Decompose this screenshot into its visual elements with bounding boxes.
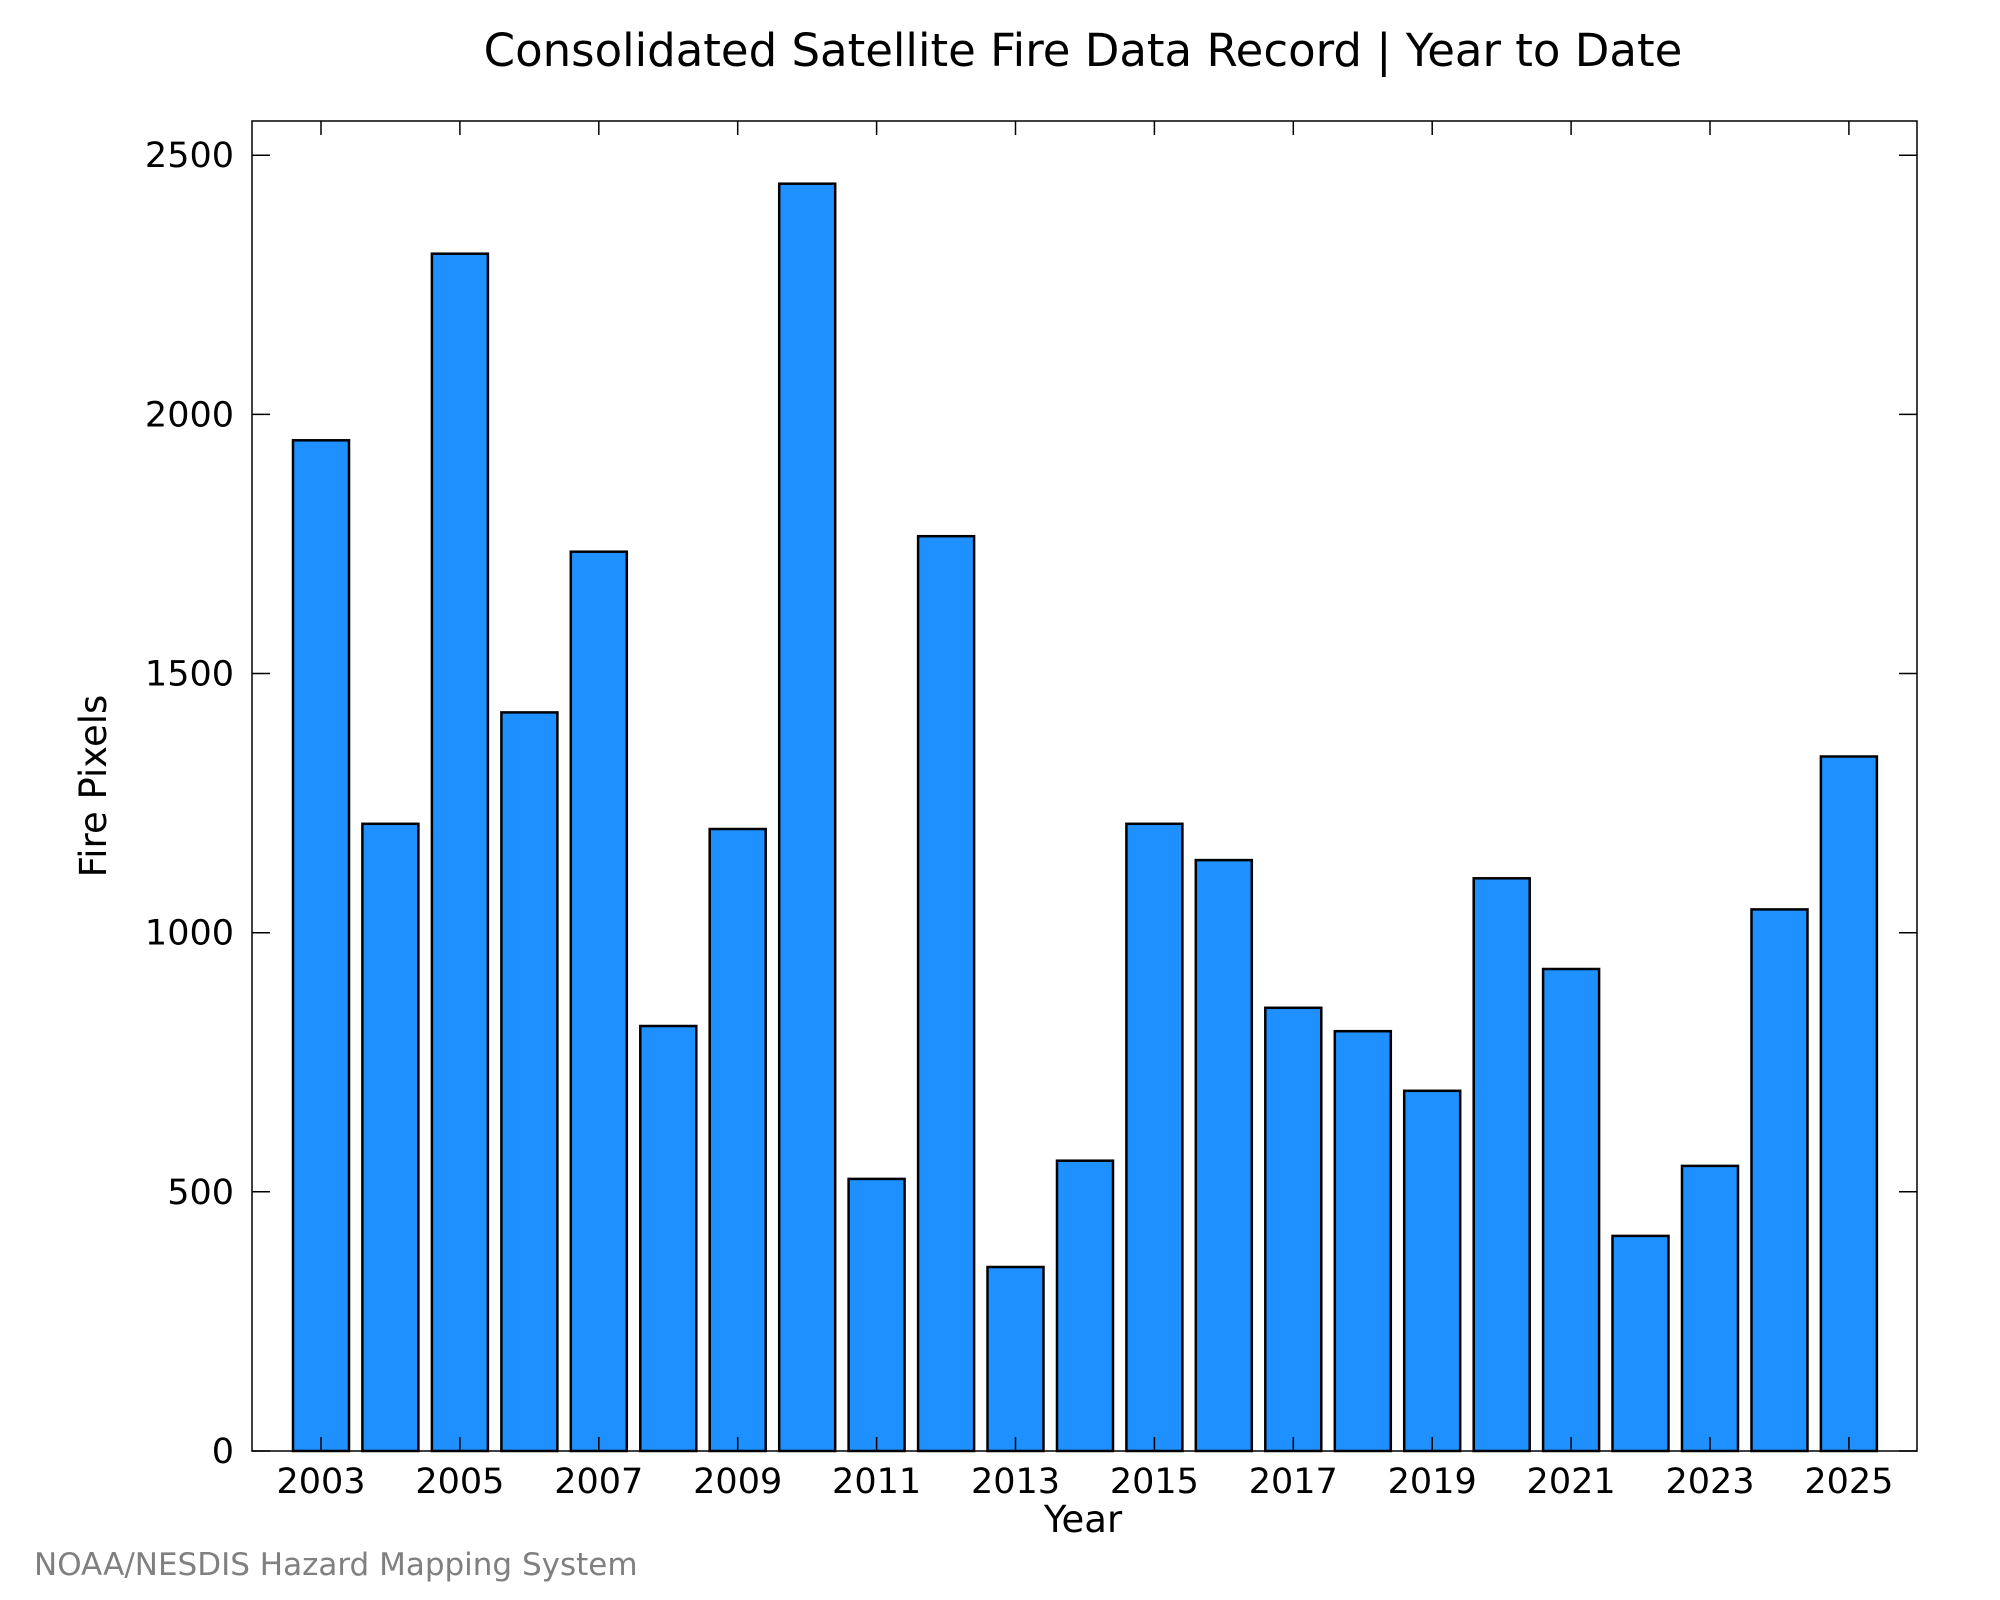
source-credit: NOAA/NESDIS Hazard Mapping System	[34, 1547, 638, 1583]
x-tick-label-2019: 2019	[1388, 1462, 1477, 1502]
bar-2020	[1472, 877, 1531, 1453]
bar-2017	[1264, 1006, 1323, 1453]
bar-2003	[291, 439, 351, 1453]
x-tick-label-2015: 2015	[1110, 1462, 1199, 1502]
bar-2007	[569, 550, 629, 1453]
y-axis-label: Fire Pixels	[72, 695, 115, 878]
x-tick-label-2017: 2017	[1249, 1462, 1338, 1502]
bar-2015	[1125, 822, 1184, 1453]
bars-group	[291, 182, 1879, 1453]
y-tick-label-1500: 1500	[145, 655, 234, 695]
y-tick-label-2500: 2500	[145, 136, 234, 176]
bar-2010	[777, 182, 837, 1453]
bar-2005	[430, 252, 490, 1453]
x-tick-label-2003: 2003	[276, 1462, 365, 1502]
chart-title: Consolidated Satellite Fire Data Record …	[484, 24, 1683, 77]
bar-2021	[1541, 967, 1601, 1453]
x-tick-label-2025: 2025	[1804, 1462, 1893, 1502]
x-tick-label-2023: 2023	[1665, 1462, 1754, 1502]
bar-2016	[1194, 858, 1254, 1453]
x-tick-label-2011: 2011	[832, 1462, 921, 1502]
bar-2013	[986, 1265, 1045, 1453]
plot-frame	[251, 120, 1918, 1452]
bar-2009	[708, 827, 767, 1453]
bar-2008	[639, 1024, 698, 1453]
x-axis-label: Year	[1043, 1498, 1123, 1541]
x-axis-ticks: 2003 2005 2007 2009 2011 2013 2015 2017 2019 2021…	[276, 121, 1893, 1502]
bar-2024	[1750, 908, 1809, 1453]
x-tick-label-2013: 2013	[971, 1462, 1060, 1502]
y-tick-label-2000: 2000	[145, 395, 234, 435]
y-tick-label-0: 0	[212, 1432, 234, 1472]
x-tick-label-2005: 2005	[415, 1462, 504, 1502]
y-axis-ticks: 0 500 1000 1500 2000 2500	[145, 136, 1917, 1472]
bar-2006	[500, 711, 559, 1453]
bar-2023	[1680, 1164, 1740, 1453]
bar-2025	[1819, 755, 1879, 1453]
bar-2004	[361, 822, 420, 1453]
y-tick-label-500: 500	[167, 1173, 234, 1213]
bar-2011	[847, 1177, 906, 1453]
bar-2018	[1333, 1029, 1393, 1453]
bar-2012	[916, 534, 976, 1453]
bar-2014	[1055, 1159, 1115, 1453]
bar-2022	[1611, 1234, 1670, 1453]
x-tick-label-2009: 2009	[693, 1462, 782, 1502]
x-tick-label-2007: 2007	[554, 1462, 643, 1502]
y-tick-label-1000: 1000	[145, 914, 234, 954]
bar-2019	[1402, 1089, 1462, 1453]
x-tick-label-2021: 2021	[1527, 1462, 1616, 1502]
